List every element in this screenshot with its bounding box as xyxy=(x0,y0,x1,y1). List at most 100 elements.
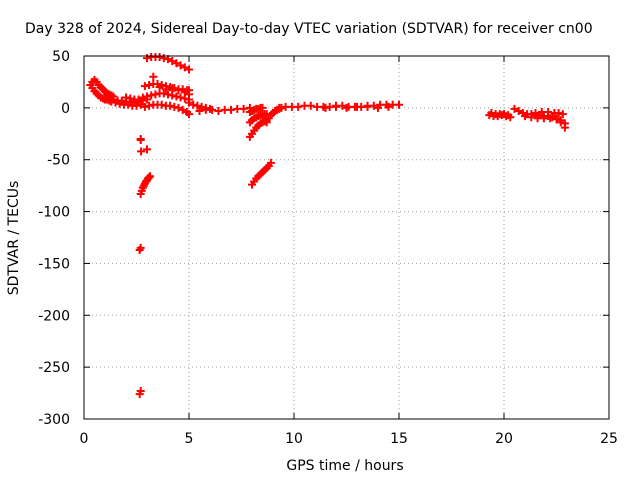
data-point xyxy=(306,101,315,110)
x-tick-label: 5 xyxy=(185,431,194,447)
data-point xyxy=(195,106,204,115)
x-axis-label: GPS time / hours xyxy=(286,458,403,474)
data-point xyxy=(266,158,275,167)
x-tick-label: 20 xyxy=(495,431,513,447)
y-axis-label: SDTVAR / TECUs xyxy=(6,181,22,296)
chart-title: Day 328 of 2024, Sidereal Day-to-day VTE… xyxy=(25,21,593,37)
data-point xyxy=(395,100,403,109)
series-arc-9 xyxy=(135,386,145,399)
data-point xyxy=(487,109,496,118)
data-point xyxy=(552,115,561,124)
data-point xyxy=(369,101,378,110)
y-tick-label: -250 xyxy=(38,360,70,376)
series-arc-10 xyxy=(136,136,146,156)
data-point xyxy=(136,100,145,109)
data-point xyxy=(174,103,183,112)
data-point xyxy=(172,59,181,68)
series-arc-12 xyxy=(140,80,193,95)
series-arc-20 xyxy=(248,158,275,189)
data-point xyxy=(180,63,189,72)
data-point xyxy=(161,82,170,91)
data-point xyxy=(185,98,193,107)
data-point xyxy=(178,85,187,94)
series-arc-8 xyxy=(135,243,145,254)
series-arc-16 xyxy=(195,103,254,115)
data-point xyxy=(500,110,508,119)
data-point xyxy=(178,105,187,114)
series-arc-27 xyxy=(521,112,569,132)
x-tick-label: 15 xyxy=(390,431,408,447)
data-point xyxy=(554,109,563,118)
data-point xyxy=(560,123,569,132)
series-arc-11 xyxy=(143,53,193,74)
data-point xyxy=(193,101,202,110)
data-point xyxy=(546,114,555,123)
series-arc-28 xyxy=(531,108,567,119)
data-point xyxy=(149,72,158,81)
data-point xyxy=(197,102,206,111)
data-point xyxy=(136,243,145,252)
data-point xyxy=(159,54,168,63)
data-point xyxy=(338,101,347,110)
series-arc-7 xyxy=(136,172,155,198)
y-tick-labels: 50 0 -50 -100 -150 -200 -250 -300 xyxy=(38,49,70,428)
x-tick-label: 10 xyxy=(285,431,303,447)
series-arc-23 xyxy=(321,102,393,112)
data-point xyxy=(115,99,124,108)
data-point xyxy=(510,104,519,113)
data-point xyxy=(159,89,168,98)
data-point xyxy=(185,110,193,119)
data-point xyxy=(374,103,382,112)
data-point xyxy=(170,102,179,111)
data-point xyxy=(137,147,146,156)
data-point xyxy=(558,110,567,119)
data-point xyxy=(147,91,156,100)
data-point xyxy=(262,110,271,119)
data-point xyxy=(527,113,536,122)
data-point xyxy=(136,386,145,395)
series-arc-25 xyxy=(487,109,513,120)
data-point xyxy=(143,92,151,101)
x-tick-label: 25 xyxy=(600,431,618,447)
data-point xyxy=(168,57,177,66)
data-point xyxy=(143,54,151,63)
data-point xyxy=(275,103,284,112)
data-point xyxy=(153,80,162,89)
data-point xyxy=(384,102,393,111)
data-point xyxy=(294,102,303,111)
data-point xyxy=(170,84,179,93)
data-point xyxy=(143,145,151,154)
y-tick-label: -100 xyxy=(38,205,70,221)
data-point xyxy=(166,101,175,110)
data-point xyxy=(107,97,116,106)
data-point xyxy=(101,93,109,102)
y-tick-label: -200 xyxy=(38,308,70,324)
data-point xyxy=(138,93,147,102)
data-point xyxy=(126,94,135,103)
data-point xyxy=(166,83,175,92)
data-point xyxy=(214,106,223,115)
data-point xyxy=(134,95,143,104)
data-point xyxy=(521,112,529,121)
data-point xyxy=(176,61,185,70)
data-point xyxy=(321,103,330,112)
series-arc-14 xyxy=(140,100,193,119)
data-point xyxy=(122,93,130,102)
data-point xyxy=(185,65,193,74)
data-point xyxy=(111,98,120,107)
y-tick-label: -150 xyxy=(38,256,70,272)
data-point xyxy=(157,81,166,90)
data-point xyxy=(363,102,372,111)
data-point xyxy=(544,108,553,117)
data-point xyxy=(157,100,166,109)
series-arc-4 xyxy=(107,97,145,110)
data-point xyxy=(180,94,189,103)
y-tick-label: 50 xyxy=(52,49,70,65)
data-point xyxy=(514,106,523,115)
y-tick-label: 0 xyxy=(61,101,70,117)
data-point xyxy=(353,102,361,111)
data-point xyxy=(140,102,149,111)
series-arc-5 xyxy=(122,93,143,104)
